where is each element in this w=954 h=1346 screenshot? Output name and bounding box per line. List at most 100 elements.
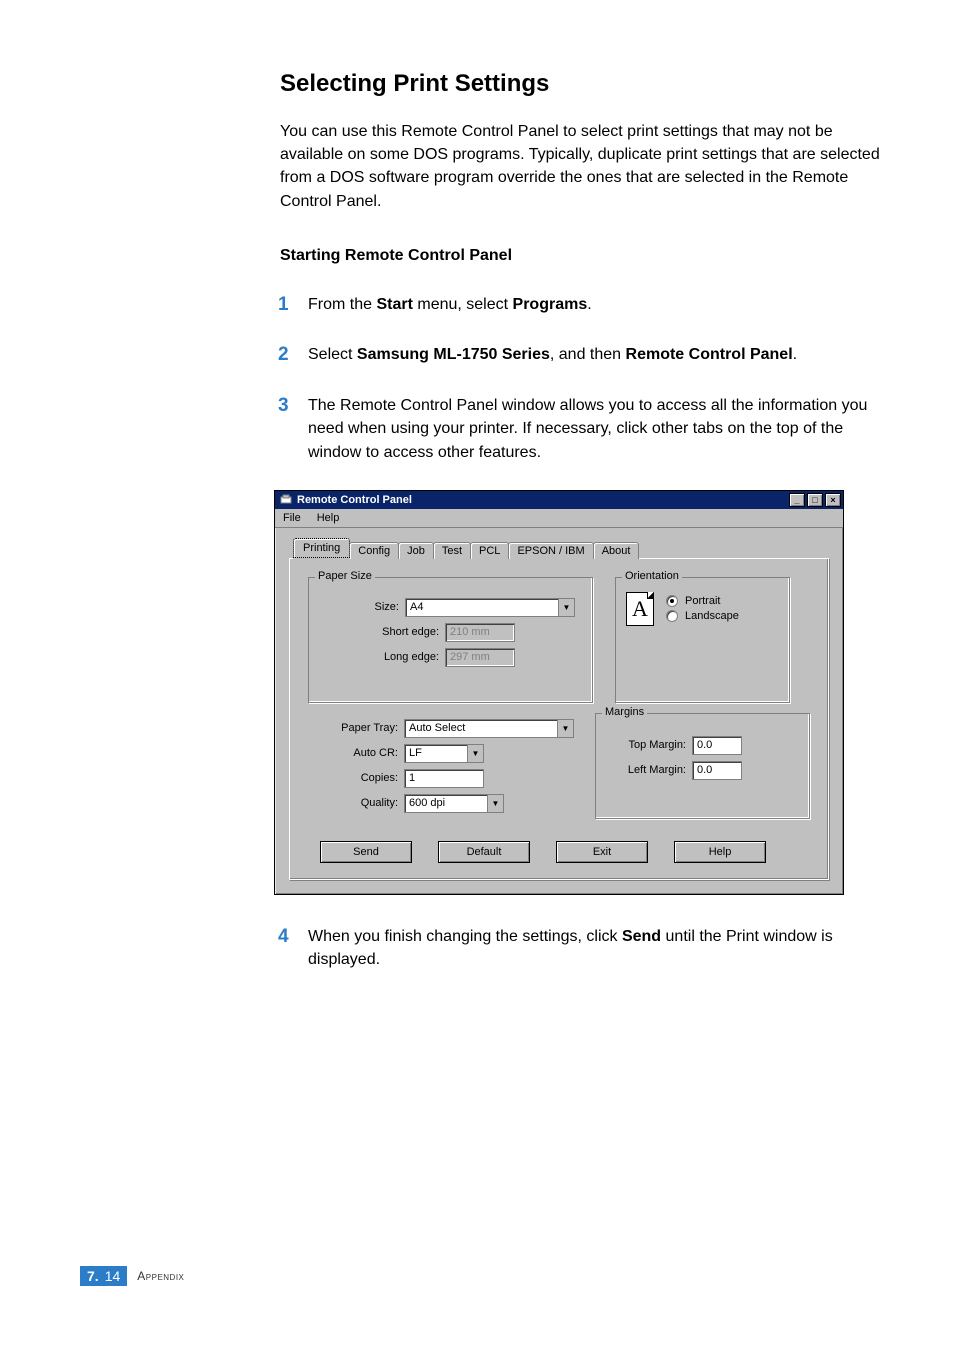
tab-panel: Paper Size Size: A4 Short edge: — [289, 558, 829, 880]
radio-icon — [666, 610, 678, 622]
step-3: 3 The Remote Control Panel window allows… — [278, 394, 880, 464]
label-size: Size: — [321, 601, 399, 613]
row-auto-cr: Auto CR: LF — [308, 744, 595, 763]
legend-margins: Margins — [602, 706, 647, 718]
text: . — [793, 346, 797, 363]
tab-pcl[interactable]: PCL — [470, 542, 509, 559]
chapter-number: 7. — [80, 1266, 103, 1286]
bold: Remote Control Panel — [626, 346, 793, 363]
row-paper-tray: Paper Tray: Auto Select — [308, 719, 595, 738]
chevron-down-icon[interactable] — [487, 795, 503, 812]
page-number-badge: 7.14 — [80, 1266, 127, 1286]
groupbox-margins: Margins Top Margin: 0.0 Left Margin: 0.0 — [595, 713, 810, 819]
select-paper-tray[interactable]: Auto Select — [404, 719, 574, 738]
step-text: Select Samsung ML-1750 Series, and then … — [308, 343, 797, 366]
label-quality: Quality: — [308, 797, 398, 809]
radio-label: Landscape — [685, 610, 739, 622]
chevron-down-icon[interactable] — [467, 745, 483, 762]
select-auto-cr[interactable]: LF — [404, 744, 484, 763]
tabs-row: Printing Config Job Test PCL EPSON / IBM… — [293, 538, 829, 558]
step-number: 3 — [278, 394, 308, 419]
tab-about[interactable]: About — [593, 542, 640, 559]
step-text: The Remote Control Panel window allows y… — [308, 394, 880, 464]
tab-area: Printing Config Job Test PCL EPSON / IBM… — [275, 528, 843, 894]
step-2: 2 Select Samsung ML-1750 Series, and the… — [278, 343, 880, 368]
bold: Send — [622, 928, 661, 945]
tab-config[interactable]: Config — [349, 542, 399, 559]
tab-epson-ibm[interactable]: EPSON / IBM — [508, 542, 593, 559]
row-copies: Copies: 1 — [308, 769, 595, 788]
legend-paper-size: Paper Size — [315, 570, 375, 582]
select-auto-cr-value: LF — [409, 747, 422, 759]
row-short-edge: Short edge: 210 mm — [361, 623, 580, 642]
field-top-margin[interactable]: 0.0 — [692, 736, 742, 755]
menubar: File Help — [275, 509, 843, 528]
chevron-down-icon[interactable] — [557, 720, 573, 737]
row-size: Size: A4 — [321, 598, 580, 617]
step-number: 4 — [278, 925, 308, 950]
menu-help[interactable]: Help — [309, 511, 348, 525]
close-button[interactable]: × — [825, 493, 841, 507]
field-left-margin[interactable]: 0.0 — [692, 761, 742, 780]
label-left-margin: Left Margin: — [606, 764, 686, 776]
orientation-options: Portrait Landscape — [666, 592, 739, 625]
step-number: 1 — [278, 293, 308, 318]
section-name: Appendix — [137, 1269, 184, 1283]
step-4: 4 When you finish changing the settings,… — [278, 925, 880, 971]
page-title: Selecting Print Settings — [280, 70, 880, 98]
row-top-margin: Top Margin: 0.0 — [606, 736, 799, 755]
radio-landscape[interactable]: Landscape — [666, 610, 739, 622]
intro-paragraph: You can use this Remote Control Panel to… — [280, 120, 880, 213]
steps-list: 1 From the Start menu, select Programs. … — [278, 293, 880, 971]
field-copies[interactable]: 1 — [404, 769, 484, 788]
label-top-margin: Top Margin: — [606, 739, 686, 751]
orientation-icon-letter: A — [632, 596, 648, 622]
page-number: 14 — [103, 1266, 128, 1286]
select-size-value: A4 — [410, 601, 423, 613]
row-top: Paper Size Size: A4 Short edge: — [308, 577, 810, 703]
app-icon — [279, 493, 293, 507]
groupbox-paper-size: Paper Size Size: A4 Short edge: — [308, 577, 593, 703]
minimize-button[interactable]: _ — [789, 493, 805, 507]
label-auto-cr: Auto CR: — [308, 747, 398, 759]
label-paper-tray: Paper Tray: — [308, 722, 398, 734]
bold: Programs — [513, 296, 588, 313]
tab-job[interactable]: Job — [398, 542, 434, 559]
menu-file[interactable]: File — [275, 511, 309, 525]
label-short-edge: Short edge: — [361, 626, 439, 638]
button-row: Send Default Exit Help — [320, 841, 810, 863]
default-button[interactable]: Default — [438, 841, 530, 863]
left-column: Paper Tray: Auto Select Auto CR: — [308, 713, 595, 819]
page-footer: 7.14 Appendix — [80, 1266, 184, 1286]
groupbox-orientation: Orientation A Portrait — [615, 577, 790, 703]
maximize-button[interactable]: □ — [807, 493, 823, 507]
chevron-down-icon[interactable] — [558, 599, 574, 616]
tab-printing[interactable]: Printing — [293, 538, 350, 558]
radio-label: Portrait — [685, 595, 720, 607]
text: When you finish changing the settings, c… — [308, 928, 622, 945]
dialog-window: Remote Control Panel _ □ × File Help Pri… — [274, 490, 844, 895]
text: . — [587, 296, 591, 313]
select-paper-tray-value: Auto Select — [409, 722, 465, 734]
row-quality: Quality: 600 dpi — [308, 794, 595, 813]
label-long-edge: Long edge: — [361, 651, 439, 663]
field-short-edge: 210 mm — [445, 623, 515, 642]
bold: Samsung ML-1750 Series — [357, 346, 550, 363]
field-long-edge: 297 mm — [445, 648, 515, 667]
bold: Start — [376, 296, 412, 313]
help-button[interactable]: Help — [674, 841, 766, 863]
exit-button[interactable]: Exit — [556, 841, 648, 863]
radio-portrait[interactable]: Portrait — [666, 595, 739, 607]
tab-test[interactable]: Test — [433, 542, 471, 559]
text: Select — [308, 346, 357, 363]
send-button[interactable]: Send — [320, 841, 412, 863]
label-copies: Copies: — [308, 772, 398, 784]
text: From the — [308, 296, 376, 313]
select-size[interactable]: A4 — [405, 598, 575, 617]
titlebar: Remote Control Panel _ □ × — [275, 491, 843, 509]
row-middle: Paper Tray: Auto Select Auto CR: — [308, 713, 810, 819]
select-quality[interactable]: 600 dpi — [404, 794, 504, 813]
orientation-icon: A — [626, 592, 654, 626]
row-left-margin: Left Margin: 0.0 — [606, 761, 799, 780]
radio-icon — [666, 595, 678, 607]
